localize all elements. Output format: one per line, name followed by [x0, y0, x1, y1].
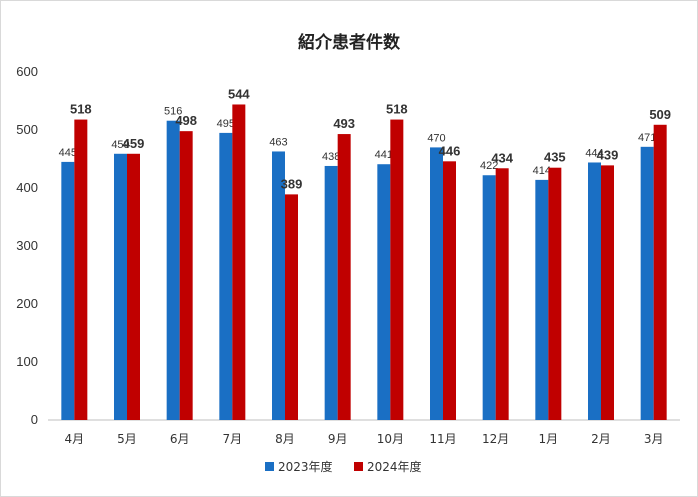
bar-series-a [588, 162, 601, 421]
x-tick-label: 3月 [644, 432, 664, 446]
bar-series-b [179, 131, 193, 420]
data-label: 471 [638, 132, 656, 144]
data-label: 516 [164, 106, 182, 118]
bar-series-a [166, 120, 180, 420]
data-label: 459 [111, 139, 129, 151]
bar-series-b [232, 104, 246, 420]
bar-series-b [285, 194, 298, 420]
y-tick-label: 600 [16, 64, 38, 79]
data-label: 439 [597, 147, 619, 162]
bar-series-a [272, 151, 285, 420]
x-tick-label: 11月 [429, 432, 456, 446]
legend-swatch [265, 462, 274, 471]
data-label: 463 [269, 136, 287, 148]
x-tick-label: 6月 [170, 432, 190, 446]
y-tick-label: 200 [16, 296, 38, 311]
bar-series-a [377, 164, 391, 420]
data-label: 459 [123, 136, 145, 151]
data-label: 444 [585, 147, 603, 159]
data-label: 509 [649, 107, 671, 122]
bar-series-b [601, 165, 614, 420]
x-tick-label: 10月 [377, 432, 404, 446]
x-tick-label: 9月 [328, 432, 348, 446]
data-label: 389 [281, 176, 303, 191]
bar-series-b [548, 167, 562, 420]
data-label: 414 [533, 165, 551, 177]
data-label: 438 [322, 151, 340, 163]
y-tick-label: 500 [16, 122, 38, 137]
legend-label: 2023年度 [278, 459, 333, 474]
x-tick-label: 5月 [117, 432, 137, 446]
y-tick-label: 100 [16, 354, 38, 369]
bar-series-a [430, 147, 443, 420]
x-tick-label: 7月 [223, 432, 243, 446]
y-tick-label: 400 [16, 180, 38, 195]
bar-series-b [653, 124, 667, 420]
bar-series-b [127, 153, 140, 420]
data-label: 518 [70, 102, 92, 117]
data-label: 446 [439, 143, 461, 158]
x-tick-label: 4月 [65, 432, 85, 446]
data-label: 544 [228, 86, 250, 101]
y-tick-label: 0 [31, 412, 38, 427]
bar-series-a [535, 179, 549, 420]
legend-label: 2024年度 [367, 459, 422, 474]
bar-series-b [495, 168, 509, 420]
data-label: 435 [544, 150, 566, 165]
legend-swatch [354, 462, 363, 471]
data-label: 441 [375, 149, 393, 161]
bar-series-a [482, 175, 496, 420]
y-tick-label: 300 [16, 238, 38, 253]
x-tick-label: 8月 [275, 432, 295, 446]
data-label: 518 [386, 102, 408, 117]
data-label: 422 [480, 160, 498, 172]
x-tick-label: 2月 [591, 432, 611, 446]
data-label: 434 [491, 150, 513, 165]
x-tick-label: 1月 [539, 432, 559, 446]
bar-series-b [337, 134, 351, 420]
bar-series-a [61, 161, 75, 420]
x-tick-label: 12月 [482, 432, 509, 446]
data-label: 470 [427, 132, 445, 144]
bar-series-a [640, 146, 654, 420]
data-label: 495 [217, 118, 235, 130]
bar-series-b [443, 161, 456, 420]
data-label: 498 [175, 113, 197, 128]
bar-series-b [74, 119, 88, 420]
chart-title: 紹介患者件数 [298, 33, 400, 53]
bar-series-a [114, 153, 127, 420]
bar-series-b [390, 119, 404, 420]
bar-series-a [324, 165, 338, 420]
bar-series-a [219, 132, 233, 420]
data-label: 445 [59, 147, 77, 159]
data-label: 493 [333, 116, 355, 131]
